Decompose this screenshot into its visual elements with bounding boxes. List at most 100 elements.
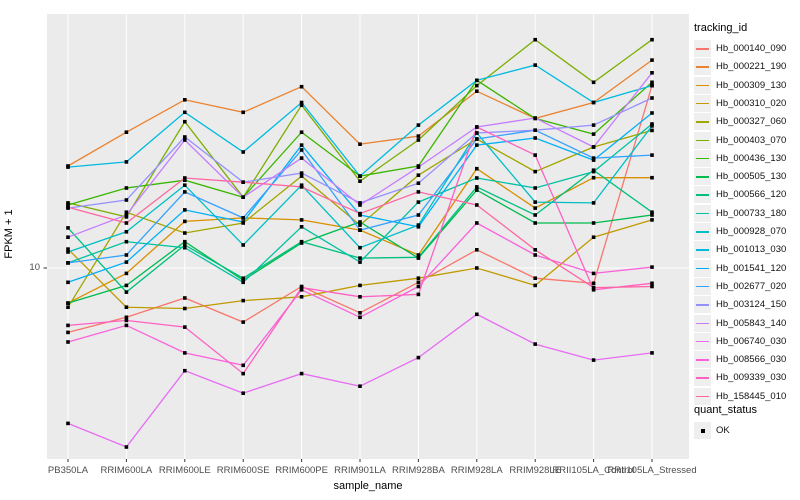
data-point [475,266,479,270]
data-point [591,100,596,105]
data-point [533,136,537,140]
data-point [124,445,129,449]
data-point [358,283,362,288]
data-point [183,119,187,124]
data-point [416,190,421,194]
data-point [533,63,537,67]
data-point [533,200,537,204]
legend-label: Hb_009339_030 [716,372,787,384]
data-point [416,276,421,280]
legend-key-line-icon [694,241,711,259]
data-point [650,128,654,133]
data-point [183,219,187,224]
data-point [66,261,70,265]
data-point [183,231,187,235]
data-point [183,306,187,311]
legend-key-line-icon [694,113,711,131]
legend-label: Hb_003124_150 [716,299,787,311]
data-point [358,295,362,299]
data-point [241,220,245,224]
data-point [66,235,70,239]
legend-title-tracking-id: tracking_id [694,22,748,34]
data-point [358,174,362,178]
x-tick-label: RRIM600SE [216,465,270,476]
legend-label: Hb_005843_140 [716,317,787,329]
data-point [183,190,187,194]
legend-key-line-icon [694,296,711,314]
data-point [591,221,596,225]
data-point [358,245,362,250]
data-point [591,145,596,149]
data-point [183,239,187,244]
data-point [591,281,596,286]
legend-item-Hb_000221_190: Hb_000221_190 [694,58,786,76]
data-point [650,218,654,222]
legend-key-line-icon [694,40,711,57]
data-point [475,185,479,189]
data-point [358,211,362,216]
data-point [591,169,596,174]
data-point [183,178,187,182]
data-point [475,78,479,83]
data-point [416,134,421,138]
data-point [124,253,129,257]
data-point [66,330,70,335]
legend-item-Hb_000733_180: Hb_000733_180 [694,204,786,222]
legend-item-Hb_000327_060: Hb_000327_060 [694,113,786,131]
x-tick-label: RRIM600LE [158,465,211,476]
data-point [299,218,304,222]
data-point [66,340,70,344]
data-point [183,243,187,247]
data-point [66,165,70,169]
data-point [533,213,537,217]
data-point [358,201,362,205]
data-point [416,225,421,229]
data-point [299,130,304,134]
x-tick-label: RRII105LA_Control [552,465,635,476]
data-point [358,311,362,315]
data-point [183,296,187,300]
legend-item-Hb_000309_130: Hb_000309_130 [694,76,786,94]
data-point [183,325,187,329]
data-point [475,203,479,207]
data-point [650,58,654,62]
data-point [358,179,362,183]
panel-background [47,14,689,459]
data-point [299,156,304,160]
legend-item-Hb_003124_150: Hb_003124_150 [694,296,787,314]
data-point [416,200,421,204]
data-point [533,186,537,190]
data-point [124,230,129,234]
data-point [124,210,129,214]
data-point [299,103,304,107]
data-point [241,280,245,285]
data-point [650,71,654,75]
data-point [650,153,654,157]
data-point [66,247,70,251]
legend-label: Hb_002677_020 [716,280,787,292]
data-point [650,37,654,42]
y-tick-label: 10 [29,262,40,273]
data-point [475,248,479,252]
x-axis-title: sample_name [333,480,403,492]
data-point [358,260,362,264]
legend-key-line-icon [694,351,711,369]
data-point [124,271,129,276]
data-point [591,80,596,85]
data-point [124,305,129,309]
data-point [66,205,70,209]
y-axis-title: FPKM + 1 [3,209,15,259]
data-point [183,208,187,212]
data-point [533,283,537,288]
data-point [66,301,70,305]
data-point [650,124,654,128]
data-point [241,298,245,303]
data-point [533,221,537,225]
data-point [475,312,479,317]
data-point [475,89,479,93]
data-point [591,156,596,160]
data-point [416,123,421,127]
data-point [416,292,421,297]
data-point [241,363,245,368]
legend-key-line-icon [694,387,711,405]
